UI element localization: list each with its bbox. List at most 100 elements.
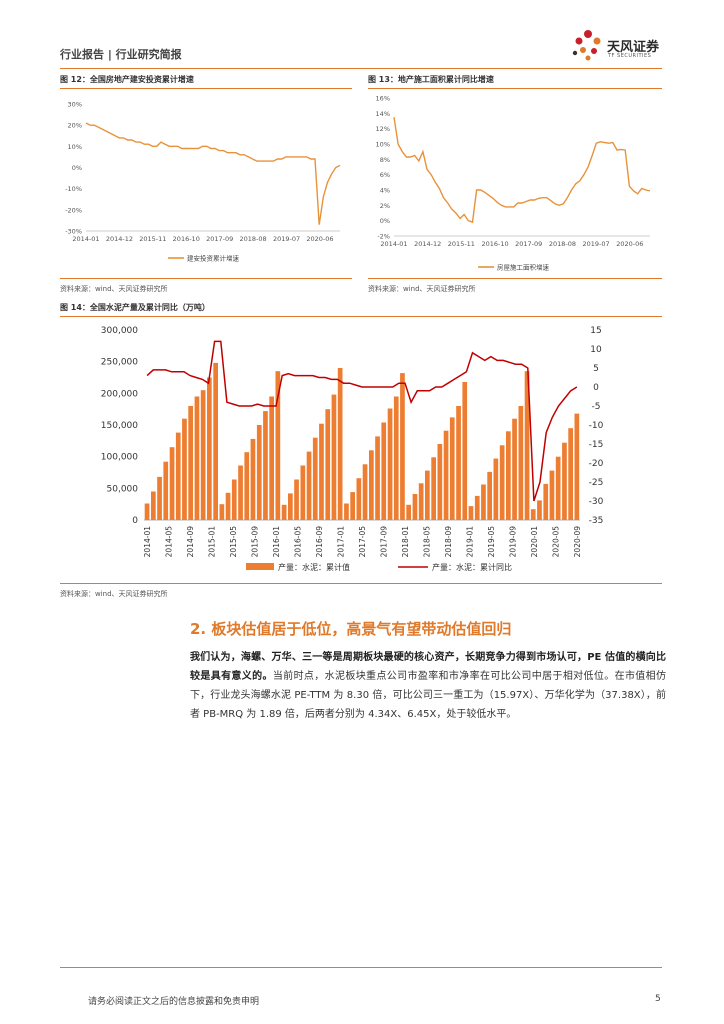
fig14-bar xyxy=(555,456,561,520)
fig14-bar xyxy=(406,504,411,520)
fig12-xtick: 2015-11 xyxy=(139,235,166,243)
fig14-bar xyxy=(425,470,430,520)
fig14-xtick: 2018-09 xyxy=(444,526,453,558)
fig14-bar xyxy=(537,500,542,520)
fig14-xtick: 2020-09 xyxy=(573,526,582,558)
fig14-bar xyxy=(393,396,399,520)
fig13-xtick: 2017-09 xyxy=(515,240,542,248)
fig13-ytick: 6% xyxy=(380,171,390,179)
fig14-xtick: 2019-09 xyxy=(508,526,517,558)
fig13-ytick: 14% xyxy=(376,110,390,118)
fig14-bottom-rule xyxy=(60,583,662,584)
fig14-bar xyxy=(462,381,468,520)
fig14-bar xyxy=(213,362,218,520)
fig14-bar xyxy=(350,492,355,520)
fig13-xtick: 2018-08 xyxy=(549,240,576,248)
fig14-xtick: 2020-01 xyxy=(530,526,539,558)
fig14-bar xyxy=(468,506,474,520)
fig12-ytick: 10% xyxy=(68,143,82,151)
fig14-xtick: 2020-05 xyxy=(551,526,560,558)
fig13-ytick: 4% xyxy=(380,187,390,195)
fig14-bar xyxy=(562,442,567,520)
fig12-ytick: 0% xyxy=(72,164,82,172)
fig12-bottom-rule xyxy=(60,278,352,279)
fig14-bar xyxy=(493,458,499,520)
fig14-bar xyxy=(481,484,486,520)
fig13-xtick: 2014-01 xyxy=(380,240,407,248)
fig12-ytick: -10% xyxy=(65,185,82,193)
fig12-xtick: 2020-06 xyxy=(306,235,333,243)
fig14-y2tick: -20 xyxy=(589,459,604,469)
fig12-ytick: -20% xyxy=(65,206,82,214)
fig14-bar xyxy=(574,413,580,520)
fig14-bar xyxy=(487,471,492,520)
fig14-bar xyxy=(312,437,318,520)
fig14-ytick: 200,000 xyxy=(101,389,138,399)
fig14-bar xyxy=(300,465,306,520)
fig14-bar xyxy=(263,411,268,520)
paragraph-bold: 我们认为，海螺、万华、三一等是周期板块最硬的核心资产，长期竞争力得到市场认可，P… xyxy=(190,652,666,682)
fig14-bar xyxy=(568,428,573,520)
fig12-ytick: 20% xyxy=(68,122,82,130)
fig12-xtick: 2014-12 xyxy=(106,235,133,243)
fig14-xtick: 2014-09 xyxy=(186,526,195,558)
fig14-xtick: 2014-05 xyxy=(165,526,174,558)
fig14-bar xyxy=(306,451,312,520)
fig13-ytick: 16% xyxy=(376,95,390,103)
fig13-ytick: 2% xyxy=(380,202,390,210)
fig14-bar xyxy=(175,432,181,520)
fig14-bar xyxy=(182,418,187,520)
fig14-y2tick: -35 xyxy=(589,516,604,526)
fig14-legend-label: 产量：水泥：累计同比 xyxy=(432,562,512,572)
fig13-xtick: 2014-12 xyxy=(414,240,441,248)
company-logo xyxy=(570,28,606,62)
fig12-xtick: 2016-10 xyxy=(173,235,200,243)
fig14-xtick: 2016-05 xyxy=(294,526,303,558)
fig14-bar xyxy=(524,371,530,520)
fig14-y2tick: -25 xyxy=(589,478,604,488)
fig12-ytick: 30% xyxy=(68,101,82,109)
fig14-xtick: 2019-01 xyxy=(465,526,474,558)
fig14-xtick: 2017-05 xyxy=(358,526,367,558)
fig13-rule xyxy=(368,88,662,89)
paragraph-rest: 当前时点，水泥板块重点公司市盈率和市净率在可比公司中居于相对低位。在市值相仿下，… xyxy=(190,671,667,720)
header-title: 行业报告 | 行业研究简报 xyxy=(60,48,182,61)
fig14-xtick: 2018-05 xyxy=(423,526,432,558)
fig13-xtick: 2016-10 xyxy=(481,240,508,248)
fig13-ytick: 0% xyxy=(380,217,390,225)
section-paragraph: 我们认为，海螺、万华、三一等是周期板块最硬的核心资产，长期竞争力得到市场认可，P… xyxy=(190,648,666,724)
fig14-source: 资料来源：wind、天风证券研究所 xyxy=(60,590,168,598)
fig14-bar xyxy=(281,504,287,520)
fig14-bar xyxy=(231,479,237,520)
fig14-bar xyxy=(549,470,555,520)
fig14-xtick: 2015-05 xyxy=(229,526,238,558)
fig14-bar xyxy=(151,491,156,520)
fig14-bar xyxy=(431,457,436,520)
fig14-bar xyxy=(449,417,455,520)
fig12-legend-label: 建安投资累计增速 xyxy=(187,254,240,263)
fig14-ytick: 0 xyxy=(132,516,138,526)
fig13-xtick: 2015-11 xyxy=(448,240,475,248)
fig13-xtick: 2020-06 xyxy=(616,240,643,248)
section-title: 2. 板块估值居于低位，高景气有望带动估值回归 xyxy=(190,620,512,638)
fig14-xtick: 2018-01 xyxy=(401,526,410,558)
fig14-bar xyxy=(169,447,175,520)
fig14-bar xyxy=(506,431,511,520)
fig14-bar xyxy=(356,478,362,520)
fig14-bar xyxy=(294,479,299,520)
logo-subtitle: TF SECURITIES xyxy=(608,53,652,59)
fig14-bar xyxy=(325,409,331,520)
fig14-bar xyxy=(163,461,169,520)
fig14-bar xyxy=(400,373,405,520)
fig12-xtick: 2018-08 xyxy=(240,235,267,243)
fig13-ytick: 10% xyxy=(376,141,390,149)
fig14-bar xyxy=(219,504,225,520)
fig13-title: 图 13：地产施工面积累计同比增速 xyxy=(368,75,494,84)
fig14-series-line xyxy=(146,340,578,502)
fig14-xtick: 2019-05 xyxy=(487,526,496,558)
fig14-bar xyxy=(456,406,461,520)
fig12-title: 图 12：全国房地产建安投资累计增速 xyxy=(60,75,194,84)
fig14-xtick: 2015-09 xyxy=(251,526,260,558)
fig14-bar xyxy=(381,422,387,520)
fig13-bottom-rule xyxy=(368,278,662,279)
